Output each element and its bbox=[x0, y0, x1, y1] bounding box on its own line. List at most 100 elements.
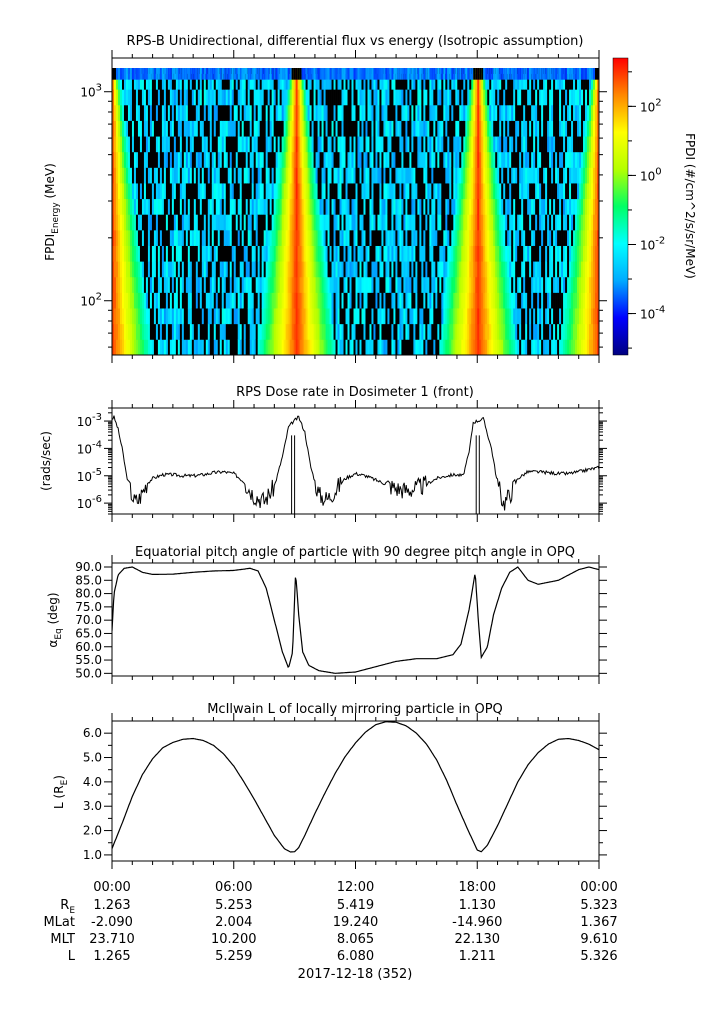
spectrogram-cell bbox=[235, 151, 239, 168]
spectrogram-cell bbox=[289, 104, 292, 121]
spectrogram-cell bbox=[519, 323, 522, 340]
spectrogram-cell bbox=[189, 68, 193, 80]
spectrogram-cell bbox=[561, 89, 564, 106]
spectrogram-cell bbox=[181, 292, 185, 309]
spectrogram-cell bbox=[413, 198, 416, 215]
spectrogram-cell bbox=[405, 323, 408, 340]
spectrogram-cell bbox=[443, 214, 446, 231]
spectrogram-cell bbox=[419, 261, 422, 278]
spectrogram-cell bbox=[581, 183, 584, 200]
spectrogram-cell bbox=[193, 73, 197, 90]
spectrogram-cell bbox=[527, 276, 530, 293]
spectrogram-cell bbox=[373, 73, 376, 90]
spectrogram-cell bbox=[473, 73, 476, 90]
spectrogram-cell bbox=[439, 276, 442, 293]
spectrogram-cell bbox=[595, 151, 598, 168]
spectrogram-cell bbox=[503, 89, 506, 106]
spectrogram-cell bbox=[295, 245, 298, 262]
spectrogram-cell bbox=[307, 323, 310, 340]
spectrogram-cell bbox=[561, 339, 564, 355]
spectrogram-cell bbox=[591, 214, 594, 231]
spectrogram-cell bbox=[209, 229, 213, 246]
spectrogram-cell bbox=[585, 214, 588, 231]
spectrogram-cell bbox=[537, 198, 540, 215]
spectrogram-cell bbox=[367, 276, 370, 293]
spectrogram-cell bbox=[525, 261, 528, 278]
spectrogram-cell bbox=[565, 136, 568, 153]
spectrogram-cell bbox=[297, 292, 300, 309]
spectrogram-cell bbox=[459, 261, 462, 278]
spectrogram-cell bbox=[227, 229, 231, 246]
spectrogram-cell bbox=[557, 104, 560, 121]
spectrogram-cell bbox=[417, 89, 420, 106]
spectrogram-cell bbox=[181, 104, 185, 121]
spectrogram-cell bbox=[435, 292, 438, 309]
spectrogram-cell bbox=[329, 89, 332, 106]
spectrogram-cell bbox=[461, 308, 464, 325]
spectrogram-cell bbox=[555, 261, 558, 278]
spectrogram-cell bbox=[439, 73, 442, 90]
spectrogram-cell bbox=[215, 89, 219, 106]
spectrogram-cell bbox=[579, 276, 582, 293]
spectrogram-cell bbox=[391, 89, 394, 106]
spectrogram-cell bbox=[489, 198, 492, 215]
spectrogram-cell bbox=[521, 183, 524, 200]
spectrogram-cell bbox=[255, 120, 259, 137]
spectrogram-cell bbox=[581, 167, 584, 184]
spectrogram-cell bbox=[493, 183, 496, 200]
spectrogram-cell bbox=[511, 73, 514, 90]
spectrogram-cell bbox=[129, 198, 133, 215]
spectrogram-cell bbox=[121, 89, 125, 106]
spectrogram-cell bbox=[595, 214, 598, 231]
spectrogram-cell bbox=[447, 308, 450, 325]
spectrogram-cell bbox=[147, 136, 151, 153]
spectrogram-cell bbox=[203, 308, 207, 325]
spectrogram-cell bbox=[323, 276, 326, 293]
spectrogram-cell bbox=[287, 167, 290, 184]
spectrogram-cell bbox=[263, 151, 267, 168]
spectrogram-cell bbox=[197, 73, 201, 90]
spectrogram-cell bbox=[513, 73, 516, 90]
spectrogram-cell bbox=[287, 73, 290, 90]
spectrogram-cell bbox=[119, 68, 123, 80]
spectrogram-cell bbox=[257, 167, 261, 184]
spectrogram-cell bbox=[291, 323, 294, 340]
spectrogram-cell bbox=[115, 167, 119, 184]
spectrogram-cell bbox=[407, 323, 410, 340]
spectrogram-cell bbox=[441, 229, 444, 246]
spectrogram-cell bbox=[211, 73, 215, 90]
spectrogram-cell bbox=[365, 308, 368, 325]
spectrogram-cell bbox=[251, 136, 255, 153]
spectrogram-cell bbox=[185, 323, 189, 340]
spectrogram-cell bbox=[369, 73, 372, 90]
spectrogram-cell bbox=[115, 73, 119, 90]
spectrogram-cell bbox=[269, 214, 273, 231]
spectrogram-cell bbox=[397, 120, 400, 137]
spectrogram-cell bbox=[255, 229, 259, 246]
spectrogram-cell bbox=[259, 167, 263, 184]
spectrogram-cell bbox=[135, 323, 139, 340]
spectrogram-cell bbox=[467, 73, 470, 90]
spectrogram-cell bbox=[251, 73, 255, 90]
spectrogram-cell bbox=[455, 68, 458, 80]
spectrogram-cell bbox=[223, 323, 227, 340]
spectrogram-cell bbox=[143, 292, 147, 309]
spectrogram-cell bbox=[501, 183, 504, 200]
spectrogram-cell bbox=[379, 136, 382, 153]
spectrogram-cell bbox=[297, 120, 300, 137]
spectrogram-cell bbox=[529, 308, 532, 325]
spectrogram-cell bbox=[191, 183, 195, 200]
spectrogram-cell bbox=[173, 151, 177, 168]
spectrogram-cell bbox=[561, 183, 564, 200]
spectrogram-cell bbox=[509, 151, 512, 168]
spectrogram-cell bbox=[319, 276, 322, 293]
spectrogram-cell bbox=[367, 339, 370, 355]
spectrogram-cell bbox=[525, 68, 528, 80]
spectrogram-cell bbox=[359, 167, 362, 184]
spectrogram-cell bbox=[547, 323, 550, 340]
spectrogram-cell bbox=[513, 167, 516, 184]
spectrogram-cell bbox=[473, 89, 476, 106]
spectrogram-cell bbox=[459, 323, 462, 340]
spectrogram-cell bbox=[527, 214, 530, 231]
spectrogram-cell bbox=[229, 339, 233, 355]
